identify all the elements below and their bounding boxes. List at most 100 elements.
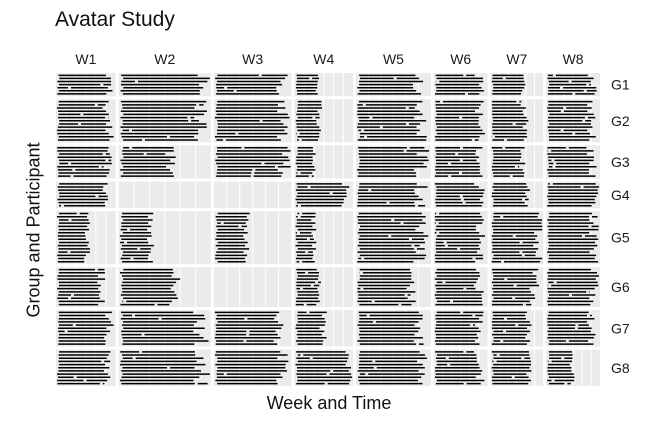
timeline-gap xyxy=(124,241,128,244)
timeline-gap xyxy=(400,222,404,225)
timeline-gap xyxy=(534,231,538,234)
timeline-gap xyxy=(588,225,592,228)
row-label: G8 xyxy=(611,360,630,376)
x-axis-label: Week and Time xyxy=(266,393,392,413)
timeline-gap xyxy=(99,382,103,385)
timeline-gap xyxy=(457,247,461,250)
timeline-gap xyxy=(300,354,304,357)
timeline-gap xyxy=(462,201,466,204)
timeline-gap xyxy=(515,324,519,327)
timeline-gap xyxy=(568,294,572,297)
timeline-gap xyxy=(463,382,467,385)
timeline-gap xyxy=(208,339,212,342)
timeline-gap xyxy=(568,80,572,83)
timeline-gap xyxy=(416,153,420,156)
timeline-gap xyxy=(379,126,383,129)
timeline-gap xyxy=(64,330,68,333)
timeline-gap xyxy=(443,241,447,244)
timeline-gap xyxy=(444,244,448,247)
timeline-gap xyxy=(560,110,564,113)
timeline-gap xyxy=(447,363,451,366)
timeline-gap xyxy=(586,290,590,293)
timeline-gap xyxy=(246,330,250,333)
timeline-gap xyxy=(305,271,309,274)
timeline-gap xyxy=(246,333,250,336)
timeline-gap xyxy=(368,189,372,192)
timeline-gap xyxy=(491,135,495,138)
timeline-gap xyxy=(243,339,247,342)
timeline-gap xyxy=(583,89,587,92)
timeline-gap xyxy=(581,235,585,238)
timeline-gap xyxy=(478,186,482,189)
timeline-gap xyxy=(311,218,315,221)
timeline-gap xyxy=(459,195,463,198)
chart-title: Avatar Study xyxy=(55,8,175,31)
timeline-gap xyxy=(84,257,88,260)
timeline-gap xyxy=(460,146,464,149)
timeline-gap xyxy=(521,254,525,257)
timeline-gap xyxy=(511,376,515,379)
timeline-gap xyxy=(501,260,505,263)
timeline-gap xyxy=(500,215,504,218)
column-label: W3 xyxy=(242,51,263,67)
timeline-gap xyxy=(580,186,584,189)
timeline-gap xyxy=(360,287,364,290)
timeline-gap xyxy=(258,74,262,77)
timeline-gap xyxy=(297,172,301,175)
timeline-gap xyxy=(78,122,82,125)
timeline-gap xyxy=(442,281,446,284)
timeline-gap xyxy=(274,165,278,168)
timeline-gap xyxy=(512,297,516,300)
timeline-gap xyxy=(371,300,375,303)
timeline-gap xyxy=(436,231,440,234)
timeline-gap xyxy=(391,218,395,221)
timeline-gap xyxy=(329,192,333,195)
timeline-gap xyxy=(70,175,74,178)
column-label: W5 xyxy=(383,51,404,67)
timeline-gap xyxy=(105,116,109,119)
timeline-gap xyxy=(68,297,72,300)
timeline-gap xyxy=(447,162,451,165)
timeline-gap xyxy=(405,122,409,125)
column-label: W7 xyxy=(506,51,527,67)
timeline-gap xyxy=(141,138,145,141)
timeline-gap xyxy=(238,225,242,228)
timeline-gap xyxy=(388,235,392,238)
timeline-gap xyxy=(413,247,417,250)
timeline-gap xyxy=(296,132,300,135)
timeline-gap xyxy=(102,153,106,156)
timeline-gap xyxy=(61,204,65,207)
timeline-gap xyxy=(522,126,526,129)
timeline-gap xyxy=(565,339,569,342)
timeline-gap xyxy=(572,132,576,135)
timeline-gap xyxy=(299,260,303,263)
row-label: G5 xyxy=(611,230,630,246)
timeline-gap xyxy=(132,357,136,360)
timeline-gap xyxy=(72,324,76,327)
timeline-gap xyxy=(560,129,564,132)
timeline-gap xyxy=(310,284,314,287)
timeline-gap xyxy=(251,172,255,175)
timeline-gap xyxy=(551,159,555,162)
timeline-gap xyxy=(436,212,440,215)
timeline-gap xyxy=(101,360,105,363)
timeline-gap xyxy=(548,360,552,363)
timeline-gap xyxy=(463,350,467,353)
timeline-gap xyxy=(502,146,506,149)
timeline-gap xyxy=(361,257,365,260)
timeline-gap xyxy=(76,212,80,215)
timeline-gap xyxy=(326,373,330,376)
timeline-gap xyxy=(308,175,312,178)
timeline-gap xyxy=(564,382,568,385)
timeline-gap xyxy=(582,119,586,122)
timeline-gap xyxy=(502,77,506,80)
timeline-gap xyxy=(512,235,516,238)
timeline-gap xyxy=(553,281,557,284)
timeline-gap xyxy=(552,74,556,77)
timeline-gap xyxy=(306,311,310,314)
timeline-gap xyxy=(187,116,191,119)
timeline-gap xyxy=(143,153,147,156)
timeline-gap xyxy=(130,257,134,260)
timeline-gap xyxy=(526,195,530,198)
timeline-gap xyxy=(551,379,555,382)
